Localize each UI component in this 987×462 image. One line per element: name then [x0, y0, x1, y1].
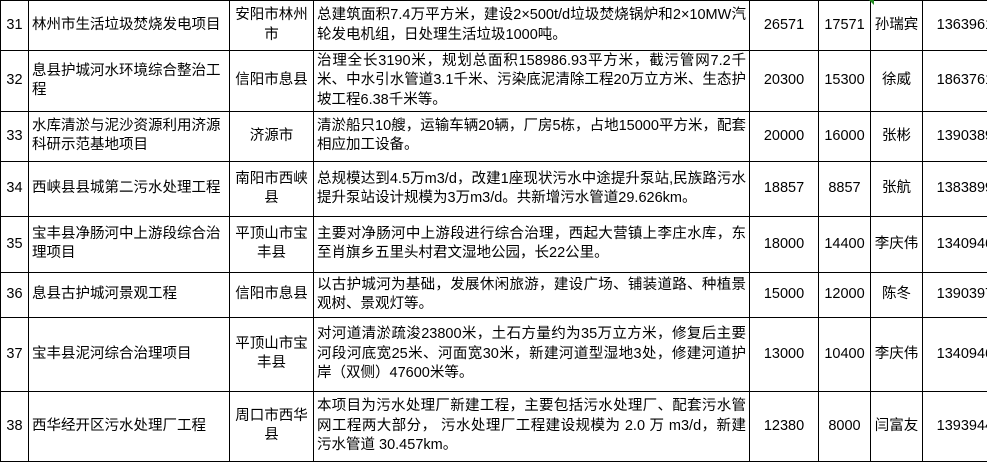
table-row[interactable]: 32 息县护城河水环境综合整治工程 信阳市息县 治理全长3190米，规划总面积1…	[1, 51, 987, 112]
cell-location[interactable]: 南阳市西峡县	[230, 161, 314, 216]
cell-contact-person[interactable]: 闫富友	[871, 391, 923, 461]
cell-description[interactable]: 总规模达到4.5万m3/d，改建1座现状污水中途提升泵站,民族路污水提升泵站设计…	[314, 161, 750, 216]
table-row[interactable]: 33 水库清淤与泥沙资源利用济源科研示范基地项目 济源市 清淤船只10艘，运输车…	[1, 111, 987, 161]
cell-annual-investment[interactable]: 15300	[819, 51, 871, 112]
cell-description[interactable]: 主要对净肠河中上游段进行综合治理，西起大营镇上李庄水库，东至肖旗乡五里头村君文湿…	[314, 216, 750, 272]
cell-total-investment[interactable]: 12380	[750, 391, 819, 461]
cell-index[interactable]: 37	[1, 317, 29, 391]
cell-index[interactable]: 31	[1, 1, 29, 51]
cell-project-name[interactable]: 息县古护城河景观工程	[29, 272, 230, 317]
cell-contact-person[interactable]: 李庆伟	[871, 317, 923, 391]
cell-location[interactable]: 安阳市林州市	[230, 1, 314, 51]
cell-description[interactable]: 总建筑面积7.4万平方米，建设2×500t/d垃圾焚烧锅炉和2×10MW汽轮发电…	[314, 1, 750, 51]
cell-project-name[interactable]: 息县护城河水环境综合整治工程	[29, 51, 230, 112]
cell-annual-investment[interactable]: 8857	[819, 161, 871, 216]
cell-annual-investment[interactable]: 14400	[819, 216, 871, 272]
cell-project-name[interactable]: 宝丰县泥河综合治理项目	[29, 317, 230, 391]
table-row[interactable]: 34 西峡县县城第二污水处理工程 南阳市西峡县 总规模达到4.5万m3/d，改建…	[1, 161, 987, 216]
cell-total-investment[interactable]: 15000	[750, 272, 819, 317]
cell-index[interactable]: 36	[1, 272, 29, 317]
cell-index[interactable]: 38	[1, 391, 29, 461]
cell-project-name[interactable]: 水库清淤与泥沙资源利用济源科研示范基地项目	[29, 111, 230, 161]
cell-contact-person[interactable]: 张彬	[871, 111, 923, 161]
cell-total-investment[interactable]: 20000	[750, 111, 819, 161]
cell-description[interactable]: 清淤船只10艘，运输车辆20辆，厂房5栋，占地15000平方米，配套相应加工设备…	[314, 111, 750, 161]
table-row[interactable]: 35 宝丰县净肠河中上游段综合治理项目 平顶山市宝丰县 主要对净肠河中上游段进行…	[1, 216, 987, 272]
cell-description[interactable]: 以古护城河为基础，发展休闲旅游，建设广场、铺装道路、种植景观树、景观灯等。	[314, 272, 750, 317]
cell-description[interactable]: 治理全长3190米，规划总面积158986.93平方米，截污管网7.2千米、中水…	[314, 51, 750, 112]
cell-index[interactable]: 32	[1, 51, 29, 112]
table-row[interactable]: 36 息县古护城河景观工程 信阳市息县 以古护城河为基础，发展休闲旅游，建设广场…	[1, 272, 987, 317]
cell-location[interactable]: 信阳市息县	[230, 272, 314, 317]
cell-phone-number[interactable]: 13409461889	[923, 317, 987, 391]
cell-contact-person[interactable]: 李庆伟	[871, 216, 923, 272]
cell-location[interactable]: 周口市西华县	[230, 391, 314, 461]
cell-total-investment[interactable]: 20300	[750, 51, 819, 112]
cell-total-investment[interactable]: 18857	[750, 161, 819, 216]
cell-description[interactable]: 对河道清淤疏浚23800米，土石方量约为35万立方米，修复后主要河段河底宽25米…	[314, 317, 750, 391]
cell-location[interactable]: 济源市	[230, 111, 314, 161]
cell-annual-investment[interactable]: 8000	[819, 391, 871, 461]
cell-project-name[interactable]: 西华经开区污水处理厂工程	[29, 391, 230, 461]
cell-location[interactable]: 平顶山市宝丰县	[230, 216, 314, 272]
cell-contact-person[interactable]: 张航	[871, 161, 923, 216]
cell-annual-investment[interactable]: 12000	[819, 272, 871, 317]
cell-phone-number[interactable]: 13903979130	[923, 272, 987, 317]
cell-project-name[interactable]: 宝丰县净肠河中上游段综合治理项目	[29, 216, 230, 272]
cell-contact-person[interactable]: 陈冬	[871, 272, 923, 317]
cell-project-name[interactable]: 西峡县县城第二污水处理工程	[29, 161, 230, 216]
cell-contact-person[interactable]: 孙瑞宾	[871, 1, 923, 51]
cell-project-name[interactable]: 林州市生活垃圾焚烧发电项目	[29, 1, 230, 51]
cell-index[interactable]: 35	[1, 216, 29, 272]
cell-index[interactable]: 34	[1, 161, 29, 216]
cell-location[interactable]: 平顶山市宝丰县	[230, 317, 314, 391]
cell-index[interactable]: 33	[1, 111, 29, 161]
cell-phone-number[interactable]: 13838999903	[923, 161, 987, 216]
cell-annual-investment[interactable]: 17571	[819, 1, 871, 51]
cell-phone-number[interactable]: 13939442569	[923, 391, 987, 461]
cell-total-investment[interactable]: 26571	[750, 1, 819, 51]
cell-phone-number[interactable]: 13409461889	[923, 216, 987, 272]
cell-annual-investment[interactable]: 10400	[819, 317, 871, 391]
cell-contact-person[interactable]: 徐威	[871, 51, 923, 112]
cell-location[interactable]: 信阳市息县	[230, 51, 314, 112]
cell-description[interactable]: 本项目为污水处理厂新建工程，主要包括污水处理厂、配套污水管网工程两大部分， 污水…	[314, 391, 750, 461]
cell-total-investment[interactable]: 13000	[750, 317, 819, 391]
cell-total-investment[interactable]: 18000	[750, 216, 819, 272]
cell-phone-number[interactable]: 18637613663	[923, 51, 987, 112]
cell-phone-number[interactable]: 13639618006	[923, 1, 987, 51]
cell-annual-investment[interactable]: 16000	[819, 111, 871, 161]
table-row[interactable]: 31 林州市生活垃圾焚烧发电项目 安阳市林州市 总建筑面积7.4万平方米，建设2…	[1, 1, 987, 51]
table-row[interactable]: 37 宝丰县泥河综合治理项目 平顶山市宝丰县 对河道清淤疏浚23800米，土石方…	[1, 317, 987, 391]
table-row[interactable]: 38 西华经开区污水处理厂工程 周口市西华县 本项目为污水处理厂新建工程，主要包…	[1, 391, 987, 461]
cell-phone-number[interactable]: 13903890256	[923, 111, 987, 161]
